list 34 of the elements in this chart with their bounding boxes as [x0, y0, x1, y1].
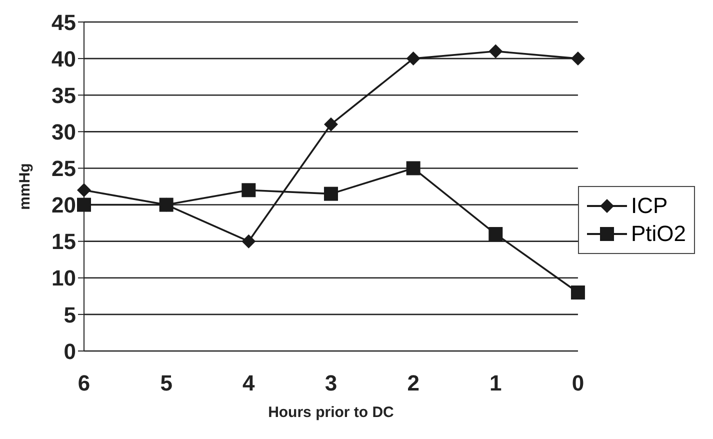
point — [159, 198, 174, 212]
point — [324, 117, 338, 132]
y-tick-label: 30 — [52, 119, 76, 144]
x-tick-label: 5 — [160, 370, 172, 396]
x-tick-label: 3 — [324, 370, 338, 396]
point — [406, 52, 420, 66]
y-tick-label: 25 — [52, 156, 76, 182]
x-tick-label: 0 — [572, 370, 584, 396]
y-tick-label: 45 — [52, 10, 76, 35]
point — [570, 286, 585, 300]
x-tick-label: 4 — [242, 370, 256, 396]
point — [488, 227, 503, 242]
y-tick-label: 5 — [64, 302, 76, 328]
y-tick-label: 0 — [64, 338, 76, 364]
point — [77, 183, 91, 198]
x-axis-title: Hours prior to DC — [268, 404, 394, 421]
point — [570, 52, 585, 66]
y-tick-label: 10 — [52, 266, 76, 291]
x-tick-label: 1 — [490, 370, 502, 396]
point — [77, 198, 91, 212]
x-tick-label: 6 — [78, 370, 90, 396]
y-tick-label: 35 — [52, 82, 76, 108]
y-axis-title: mmHg — [16, 163, 34, 210]
y-tick-label: 40 — [52, 46, 76, 72]
point — [242, 234, 256, 248]
legend-label: ICP — [630, 192, 668, 218]
point — [324, 186, 338, 201]
legend-label: PtiO2 — [630, 220, 686, 246]
point — [406, 161, 420, 176]
x-tick-label: 2 — [407, 370, 420, 396]
point — [488, 44, 503, 58]
y-tick-label: 15 — [52, 229, 76, 254]
point — [242, 183, 256, 198]
y-tick-label: 20 — [52, 192, 76, 218]
